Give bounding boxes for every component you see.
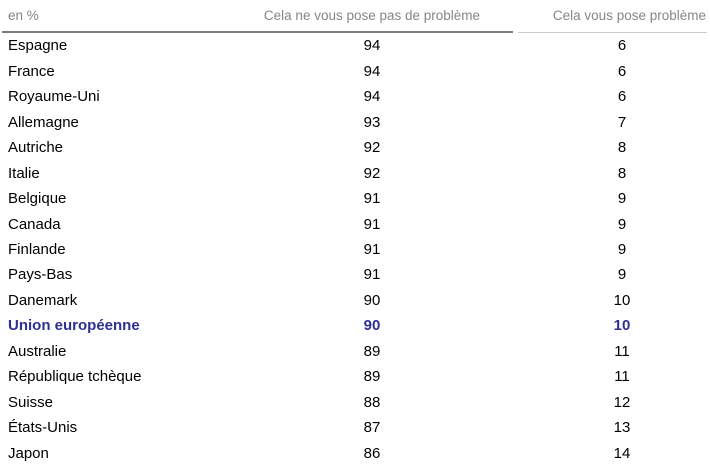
country-label: Royaume-Uni	[8, 88, 100, 106]
table-row: Danemark 90 10	[0, 288, 710, 313]
country-label: Italie	[8, 164, 40, 182]
no-problem-value: 88	[363, 393, 381, 411]
problem-value: 8	[617, 139, 627, 157]
header-rule-left	[2, 31, 513, 33]
table-row: États-Unis 87 13	[0, 415, 710, 440]
problem-value: 6	[617, 88, 627, 106]
country-label: Canada	[8, 215, 61, 233]
table-row: Japon 86 14	[0, 441, 710, 466]
problem-value: 7	[617, 113, 627, 131]
no-problem-value: 94	[363, 37, 381, 55]
problem-value: 10	[613, 317, 631, 335]
no-problem-value: 93	[363, 113, 381, 131]
no-problem-value: 92	[363, 164, 381, 182]
table-body: Espagne 94 6 France 94 6 Royaume-Uni 94 6 Allemag…	[0, 33, 710, 466]
no-problem-value: 89	[363, 342, 381, 360]
table-row: Royaume-Uni 94 6	[0, 84, 710, 109]
problem-value: 6	[617, 62, 627, 80]
country-label: Belgique	[8, 190, 67, 208]
problem-value: 11	[614, 368, 630, 386]
table-row: Australie 89 11	[0, 339, 710, 364]
country-label: Danemark	[8, 291, 78, 309]
country-label: Pays-Bas	[8, 266, 73, 284]
country-label: Autriche	[8, 139, 64, 157]
table-row: Union européenne 90 10	[0, 313, 710, 338]
country-label: Espagne	[8, 37, 68, 55]
problem-value: 9	[617, 190, 627, 208]
table-header: en % Cela ne vous pose pas de problème C…	[0, 0, 710, 31]
header-rule	[0, 31, 710, 33]
no-problem-value: 92	[363, 139, 381, 157]
table-row: République tchèque 89 11	[0, 364, 710, 389]
table-row: Finlande 91 9	[0, 237, 710, 262]
table-row: France 94 6	[0, 58, 710, 83]
problem-value: 13	[613, 419, 631, 437]
no-problem-value: 94	[363, 88, 381, 106]
country-label: Japon	[8, 444, 49, 462]
no-problem-value: 91	[363, 240, 381, 258]
no-problem-value: 90	[363, 291, 381, 309]
table-row: Italie 92 8	[0, 160, 710, 185]
table-row: Pays-Bas 91 9	[0, 262, 710, 287]
country-label: Union européenne	[8, 317, 140, 335]
problem-value: 11	[614, 342, 630, 360]
column-header-problem: Cela vous pose problème	[552, 8, 706, 23]
problem-value: 9	[617, 215, 627, 233]
problem-value: 9	[617, 240, 627, 258]
no-problem-value: 87	[363, 419, 381, 437]
problem-value: 12	[613, 393, 631, 411]
problem-value: 8	[617, 164, 627, 182]
no-problem-value: 91	[363, 215, 381, 233]
table-row: Suisse 88 12	[0, 390, 710, 415]
country-label: Australie	[8, 342, 67, 360]
no-problem-value: 94	[363, 62, 381, 80]
table-row: Allemagne 93 7	[0, 109, 710, 134]
problem-value: 9	[617, 266, 627, 284]
table-row: Belgique 91 9	[0, 186, 710, 211]
no-problem-value: 90	[363, 317, 381, 335]
table-row: Autriche 92 8	[0, 135, 710, 160]
no-problem-value: 89	[363, 368, 381, 386]
country-label: États-Unis	[8, 419, 78, 437]
no-problem-value: 91	[363, 266, 381, 284]
country-label: Suisse	[8, 393, 54, 411]
no-problem-value: 91	[363, 190, 381, 208]
no-problem-value: 86	[363, 444, 381, 462]
problem-value: 14	[613, 444, 631, 462]
country-label: Finlande	[8, 240, 66, 258]
country-label: République tchèque	[8, 368, 142, 386]
table-row: Espagne 94 6	[0, 33, 710, 58]
table-row: Canada 91 9	[0, 211, 710, 236]
country-label: France	[8, 62, 55, 80]
problem-value: 6	[617, 37, 627, 55]
problem-value: 10	[613, 291, 631, 309]
country-label: Allemagne	[8, 113, 79, 131]
header-rule-right	[518, 32, 707, 33]
column-header-no-problem: Cela ne vous pose pas de problème	[263, 8, 481, 23]
unit-label: en %	[8, 8, 39, 23]
